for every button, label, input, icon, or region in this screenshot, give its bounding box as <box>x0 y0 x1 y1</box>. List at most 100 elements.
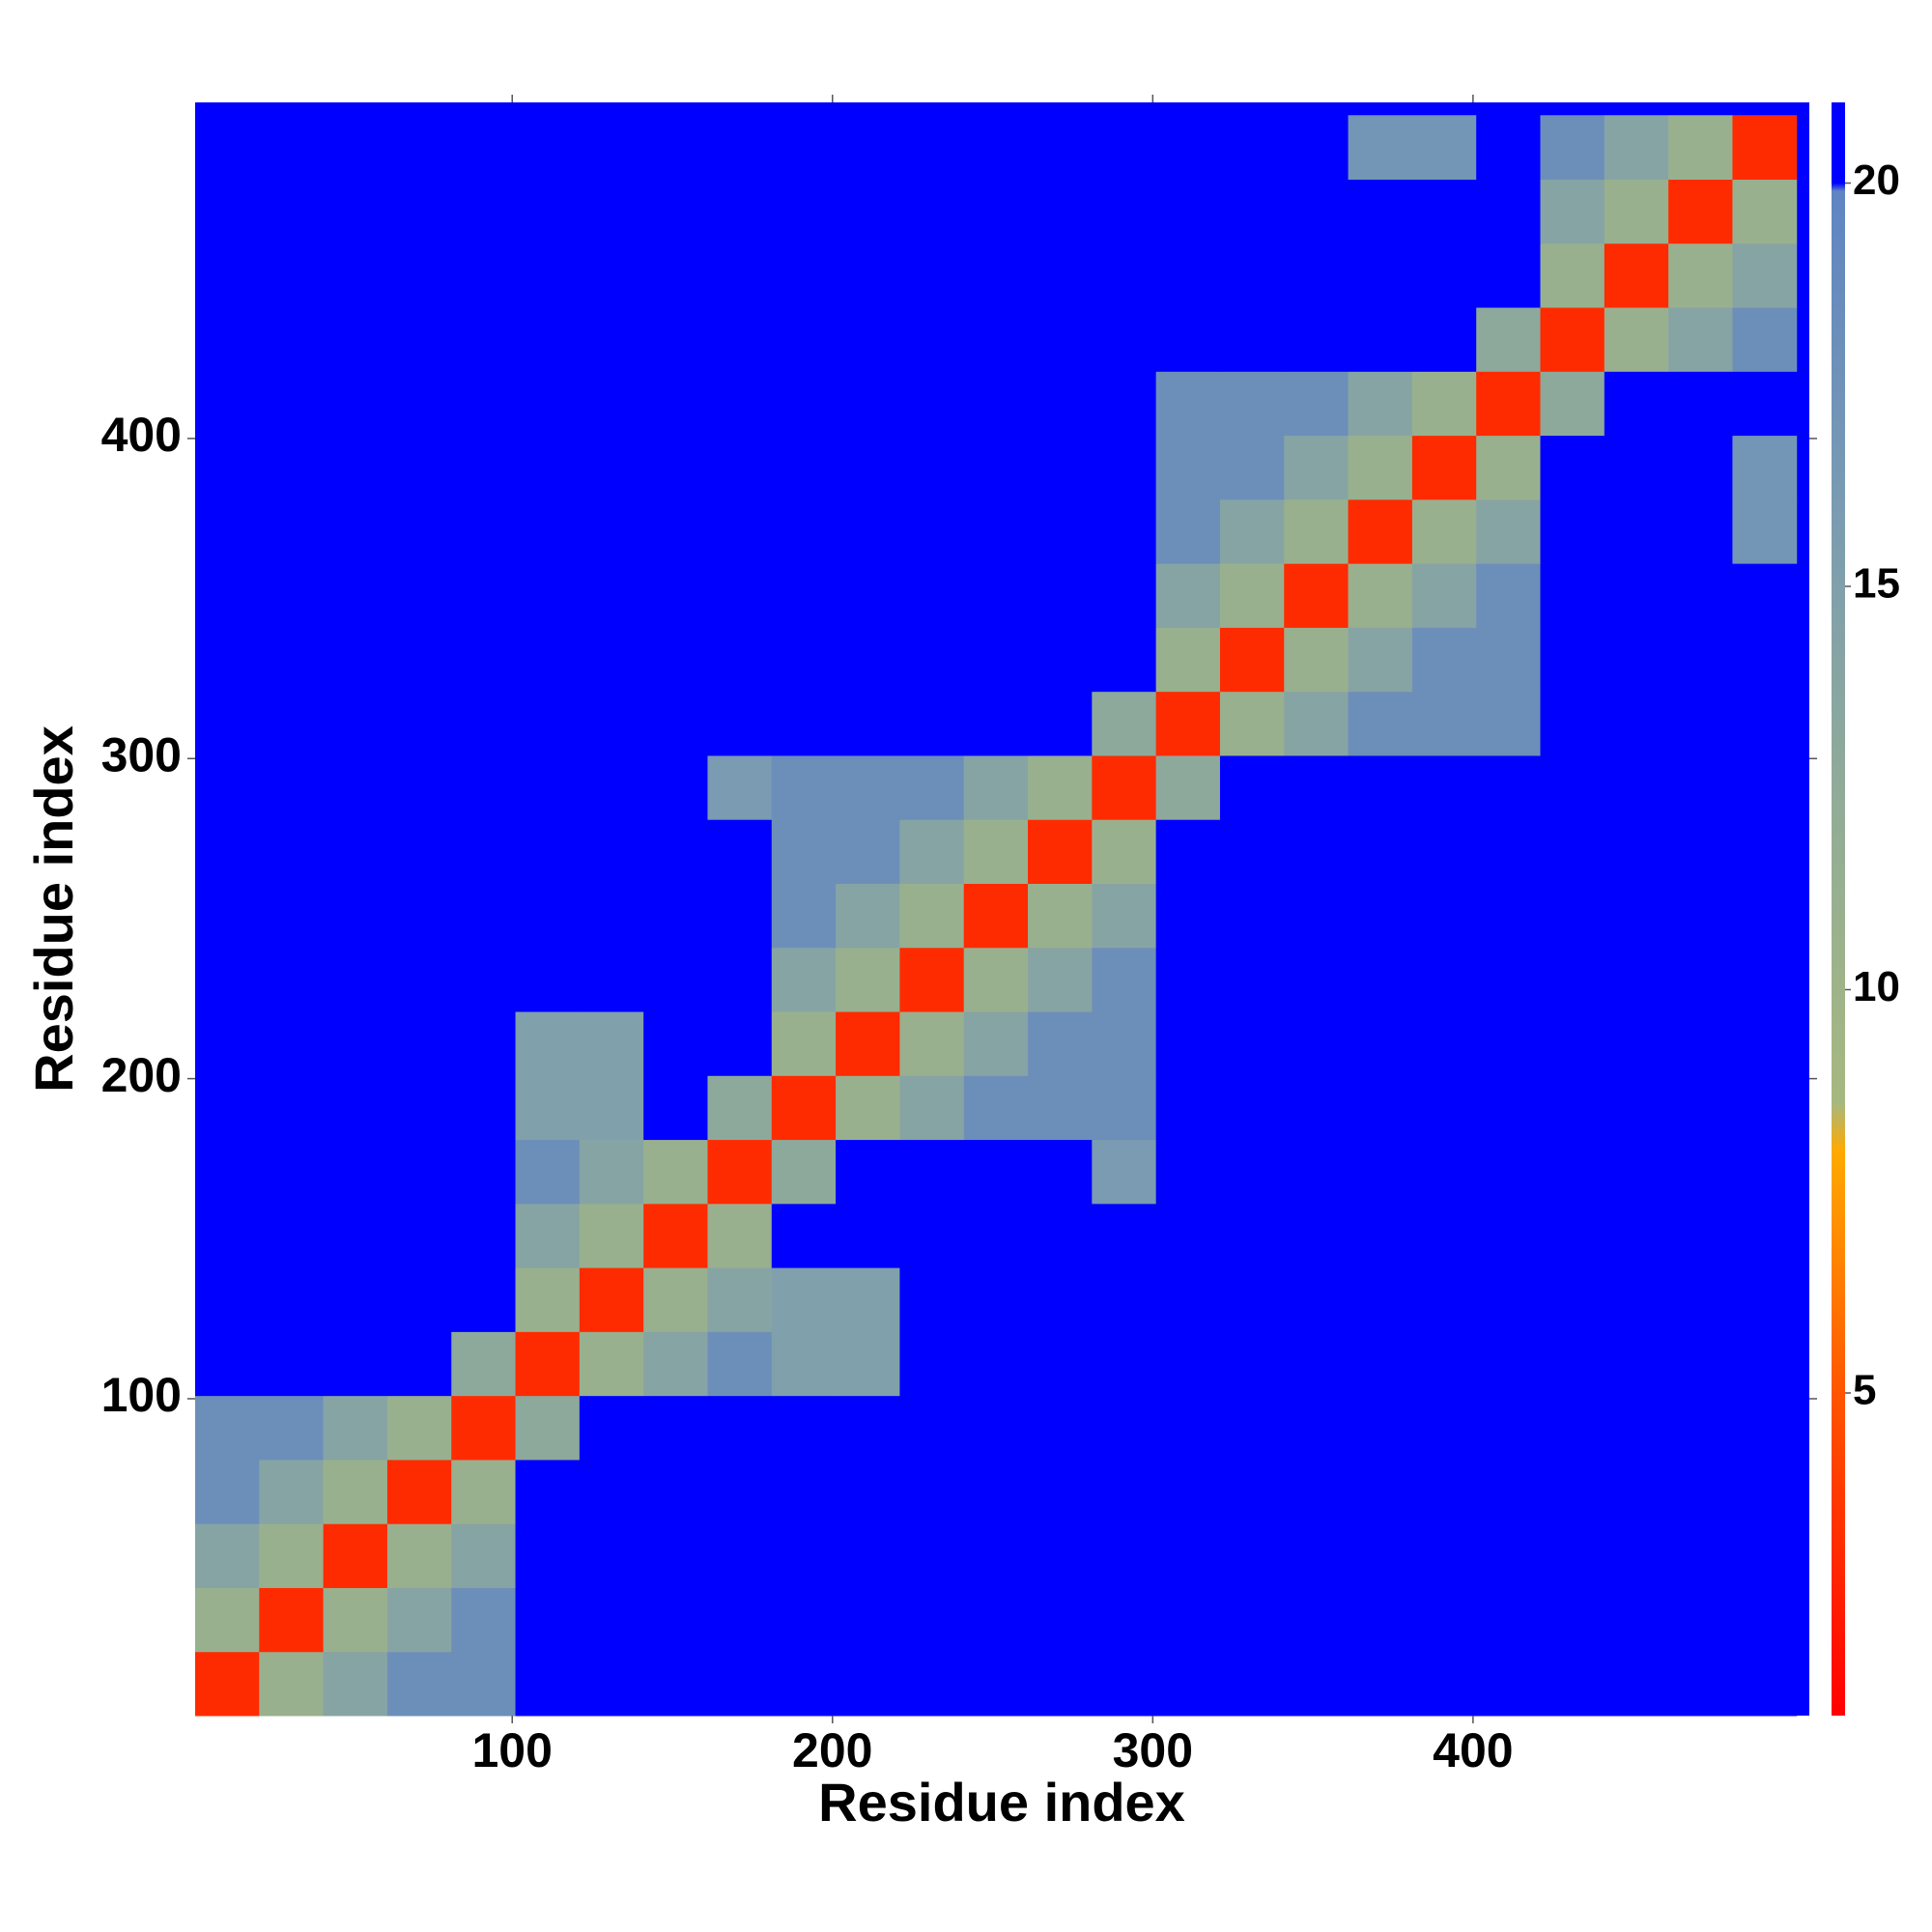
heatmap-cell <box>1028 819 1093 884</box>
heatmap-cell <box>386 754 452 820</box>
heatmap-cell <box>1284 563 1350 628</box>
heatmap-cell <box>899 947 965 1012</box>
heatmap-cell <box>195 307 260 372</box>
heatmap-cell <box>836 947 900 1012</box>
heatmap-cell <box>707 242 773 308</box>
heatmap-cell <box>836 1523 900 1588</box>
heatmap-cell <box>1348 371 1413 437</box>
heatmap-cell <box>1668 1395 1733 1461</box>
heatmap-cell <box>451 371 517 437</box>
x-tick-label: 400 <box>1433 1723 1513 1777</box>
heatmap-cell <box>1155 498 1221 564</box>
heatmap-cell <box>899 1203 965 1268</box>
heatmap-cell <box>1028 947 1093 1012</box>
heatmap-cell <box>1092 1523 1157 1588</box>
heatmap-cell <box>1540 691 1605 756</box>
heatmap-cell <box>643 1331 708 1397</box>
heatmap-cell <box>643 754 708 820</box>
heatmap-cell <box>259 1075 325 1141</box>
heatmap-cell <box>386 1075 452 1141</box>
heatmap-cell <box>579 1331 644 1397</box>
heatmap-cell <box>451 563 517 628</box>
heatmap-cell <box>1732 1587 1798 1653</box>
heatmap-cell <box>259 307 325 372</box>
heatmap-cell <box>1411 754 1477 820</box>
heatmap-cell <box>1604 1651 1669 1717</box>
heatmap-cell <box>1284 754 1350 820</box>
colorbar-tick-label: 20 <box>1853 156 1900 204</box>
heatmap-cell <box>1028 1459 1093 1524</box>
heatmap-cell <box>1219 179 1285 244</box>
heatmap-cell <box>579 1267 644 1332</box>
heatmap-cell <box>1604 1459 1669 1524</box>
heatmap-cell <box>195 1459 260 1524</box>
heatmap-cell <box>323 307 388 372</box>
heatmap-cell <box>963 1523 1029 1588</box>
heatmap-cell <box>1540 1139 1605 1205</box>
heatmap-cell <box>1155 883 1221 949</box>
heatmap-cell <box>1155 371 1221 437</box>
heatmap-cell <box>386 1587 452 1653</box>
heatmap-cell <box>643 242 708 308</box>
y-tick-label: 300 <box>101 727 182 781</box>
heatmap-cell <box>899 307 965 372</box>
heatmap-cell <box>323 1523 388 1588</box>
heatmap-cell <box>643 1139 708 1205</box>
heatmap-cell <box>1411 1523 1477 1588</box>
heatmap-cell <box>451 1075 517 1141</box>
heatmap-cell <box>1732 1331 1798 1397</box>
heatmap-cell <box>1411 1011 1477 1076</box>
heatmap-cell <box>195 947 260 1012</box>
heatmap-cell <box>195 563 260 628</box>
heatmap-cell <box>1155 1203 1221 1268</box>
heatmap-cell <box>1540 1203 1605 1268</box>
heatmap-cell <box>707 1459 773 1524</box>
heatmap-cell <box>515 754 581 820</box>
heatmap-cell <box>1476 1139 1541 1205</box>
heatmap-cell <box>1092 115 1157 181</box>
heatmap-cell <box>963 1459 1029 1524</box>
heatmap-cell <box>1732 754 1798 820</box>
heatmap-cell <box>323 498 388 564</box>
heatmap-cell <box>1284 947 1350 1012</box>
heatmap-cell <box>1028 563 1093 628</box>
heatmap-cell <box>771 627 837 693</box>
heatmap-cell <box>1155 563 1221 628</box>
heatmap-cell <box>836 627 900 693</box>
heatmap-cell <box>1348 307 1413 372</box>
heatmap-cell <box>1540 1331 1605 1397</box>
heatmap-cell <box>1476 1651 1541 1717</box>
heatmap-cell <box>1668 435 1733 500</box>
heatmap-cell <box>195 115 260 181</box>
heatmap-cell <box>1219 819 1285 884</box>
heatmap-cell <box>899 371 965 437</box>
heatmap-cell <box>1668 627 1733 693</box>
heatmap-cell <box>1604 1331 1669 1397</box>
heatmap-cell <box>1476 1523 1541 1588</box>
heatmap-cell <box>1604 627 1669 693</box>
heatmap-cell <box>1155 1523 1221 1588</box>
heatmap-cell <box>1476 1203 1541 1268</box>
heatmap-cell <box>1028 179 1093 244</box>
heatmap-cell <box>1284 179 1350 244</box>
heatmap-cell <box>386 819 452 884</box>
heatmap-cell <box>1092 1587 1157 1653</box>
heatmap-cell <box>1284 307 1350 372</box>
heatmap-cell <box>1028 754 1093 820</box>
heatmap-cell <box>1540 307 1605 372</box>
heatmap-cell <box>259 1459 325 1524</box>
heatmap-cell <box>1348 242 1413 308</box>
heatmap-cell <box>836 179 900 244</box>
heatmap-cell <box>643 1523 708 1588</box>
heatmap-cell <box>1348 1267 1413 1332</box>
heatmap-cell <box>1155 1075 1221 1141</box>
heatmap-cell <box>1092 563 1157 628</box>
heatmap-cell <box>1476 498 1541 564</box>
heatmap-cell <box>323 883 388 949</box>
heatmap-cell <box>1284 1267 1350 1332</box>
heatmap-cell <box>707 115 773 181</box>
heatmap-cell <box>963 1203 1029 1268</box>
heatmap-cell <box>1411 819 1477 884</box>
heatmap-cell <box>1155 242 1221 308</box>
heatmap-cell <box>451 691 517 756</box>
